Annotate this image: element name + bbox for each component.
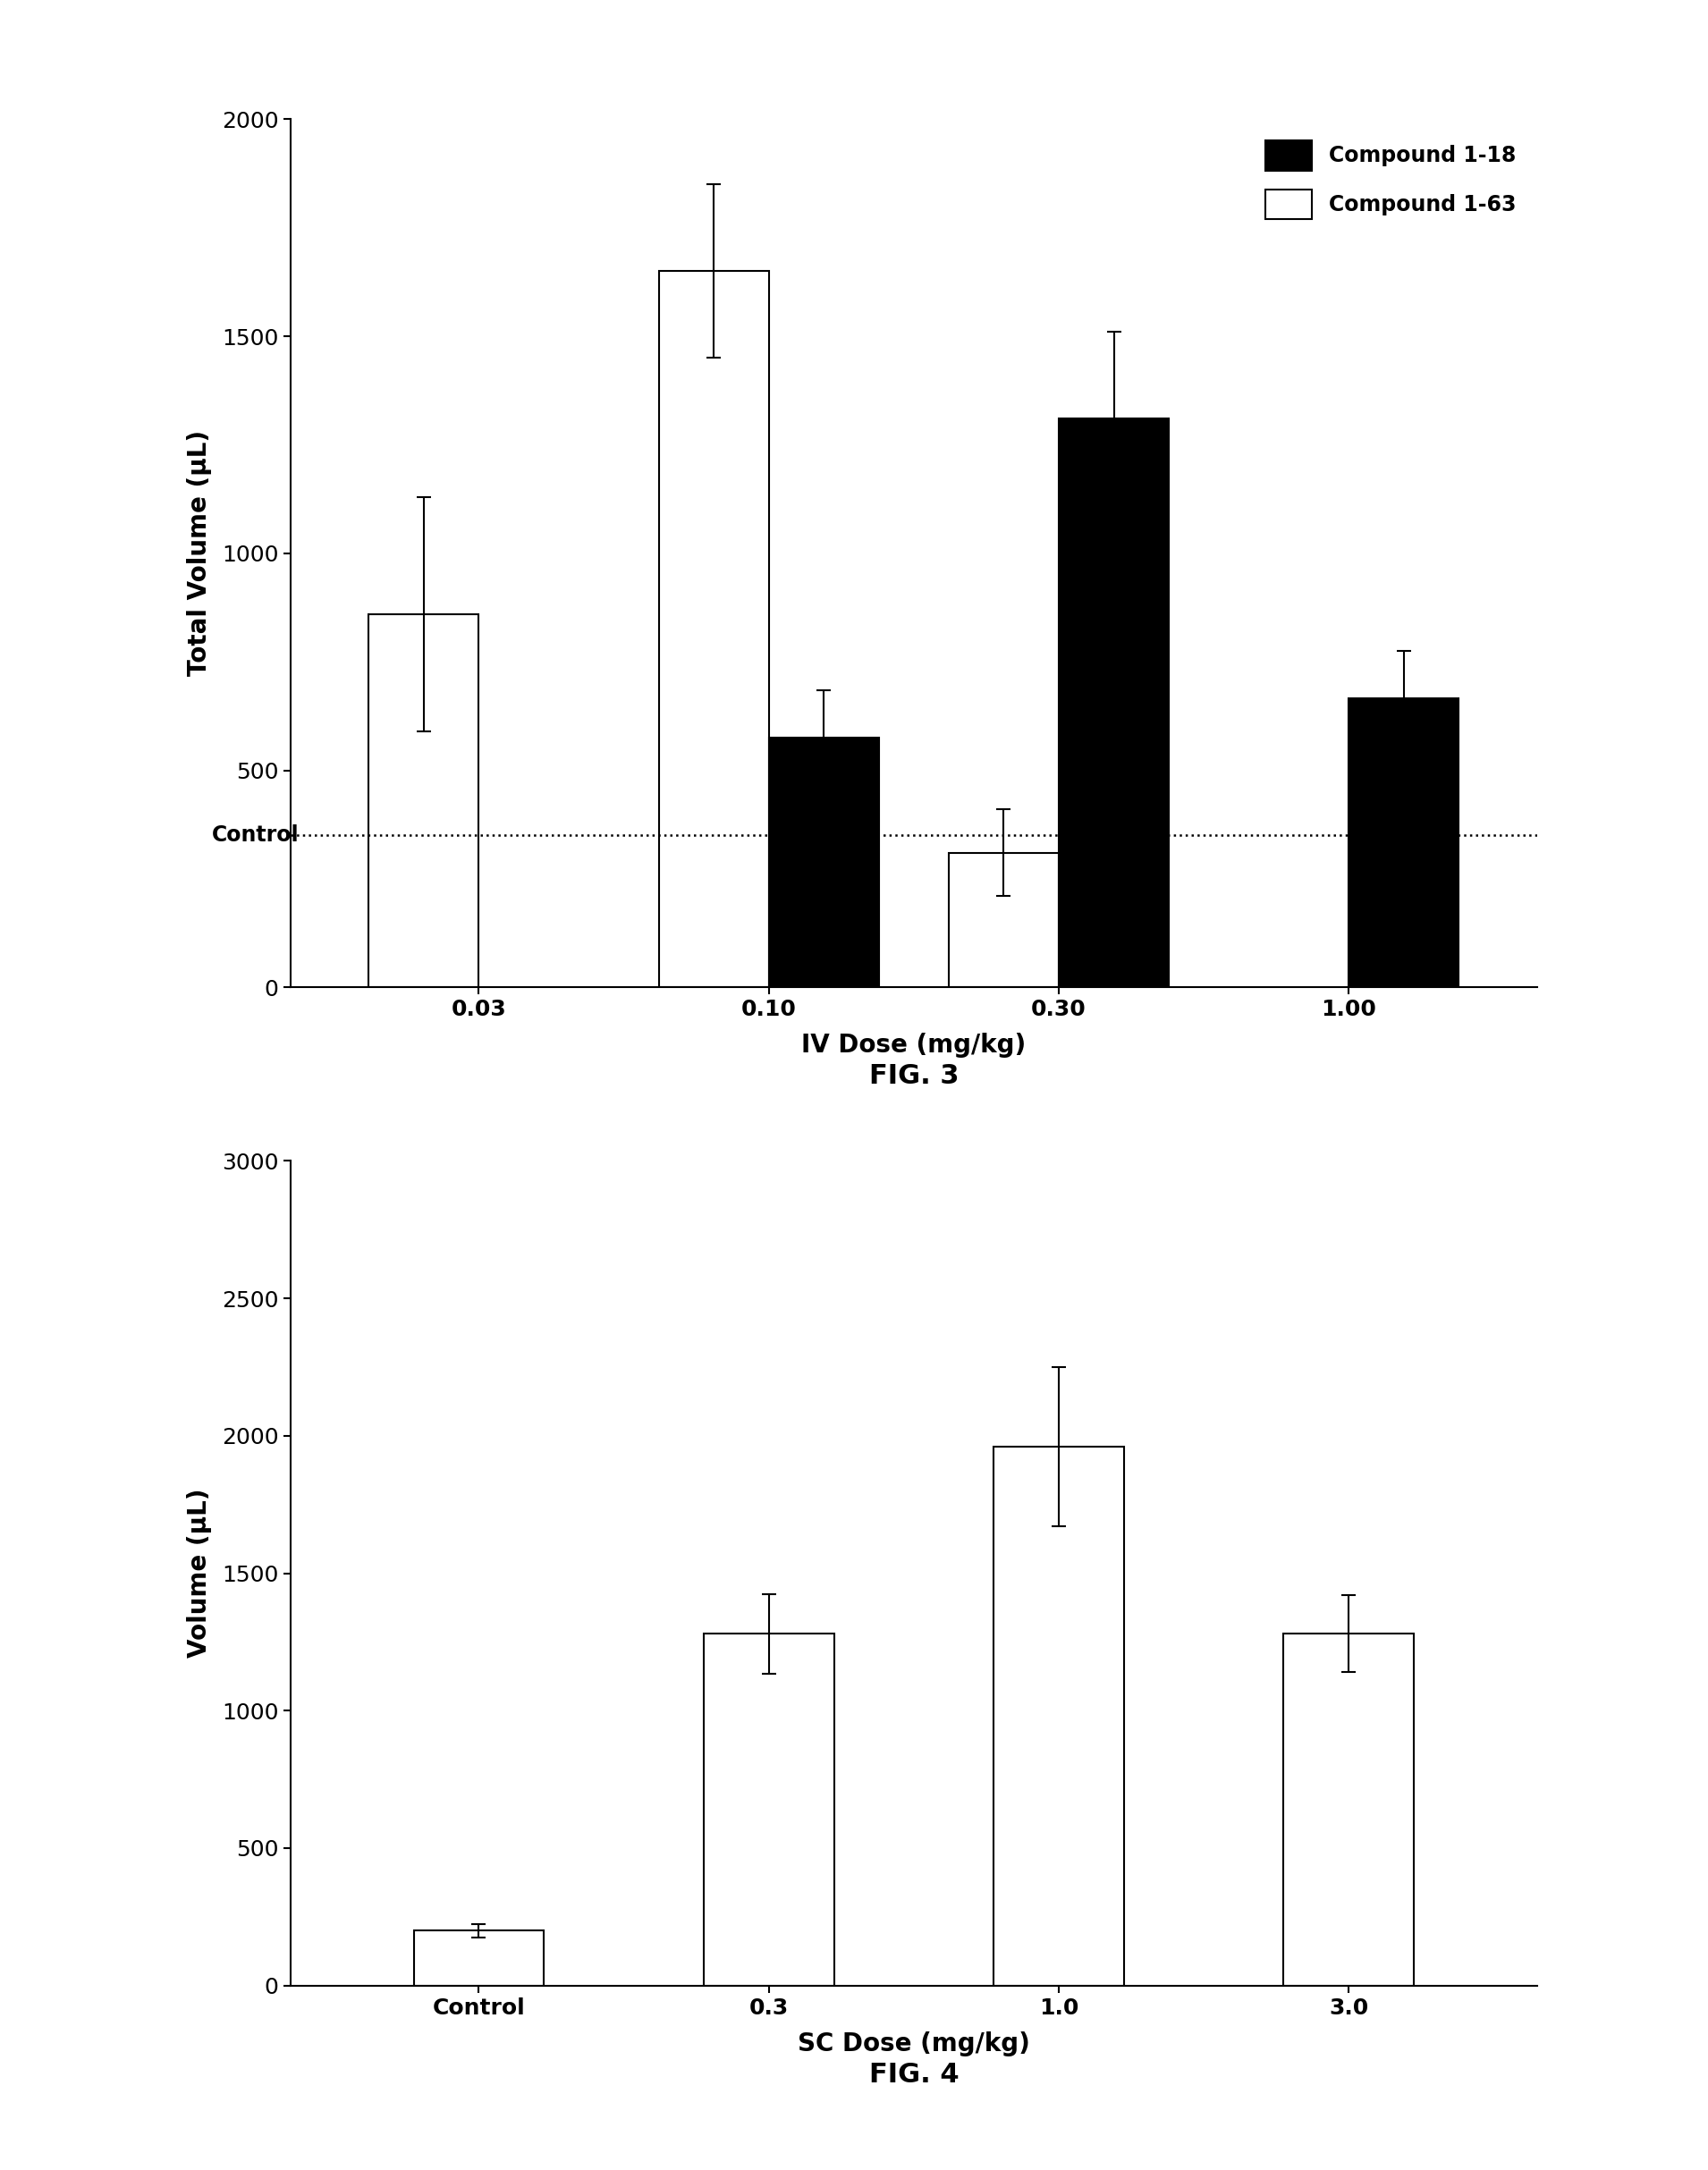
X-axis label: SC Dose (mg/kg): SC Dose (mg/kg) [798,2031,1030,2057]
Bar [1059,419,1168,987]
Bar [948,853,1059,987]
X-axis label: IV Dose (mg/kg): IV Dose (mg/kg) [801,1033,1027,1059]
Bar [994,1447,1124,1986]
Text: Control: Control [212,825,299,846]
Bar [1349,699,1459,987]
Text: FIG. 3: FIG. 3 [869,1063,958,1089]
Bar [659,271,769,987]
Bar [769,738,880,987]
Bar [413,1931,545,1986]
Bar [369,614,478,987]
Bar [704,1634,834,1986]
Y-axis label: Volume (μL): Volume (μL) [186,1489,212,1658]
Text: FIG. 4: FIG. 4 [869,2062,958,2088]
Y-axis label: Total Volume (μL): Total Volume (μL) [186,430,212,677]
Bar [1283,1634,1414,1986]
Legend: Compound 1-18, Compound 1-63: Compound 1-18, Compound 1-63 [1255,130,1527,230]
